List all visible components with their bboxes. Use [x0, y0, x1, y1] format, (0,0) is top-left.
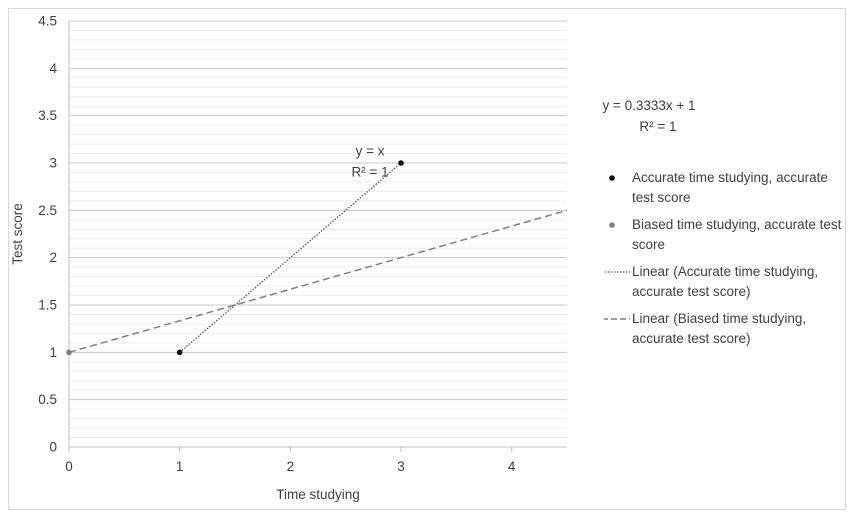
legend-item-biased-trendline: Linear (Biased time studying, accurate t…: [604, 309, 844, 349]
x-tick-labels: 0 1 2 3 4: [65, 447, 516, 474]
data-point: [66, 349, 72, 356]
trendline-equation-biased: y = 0.3333x + 1 R² = 1: [602, 98, 695, 134]
trendline: [68, 209, 568, 354]
y-tick-label: 0: [49, 440, 57, 455]
equation-text: y = 0.3333x + 1: [602, 98, 695, 113]
dotted-line-icon: [604, 271, 630, 273]
trendline: [179, 162, 402, 353]
legend-item-accurate-points: Accurate time studying, accurate test sc…: [604, 168, 844, 208]
r-squared-text: R² = 1: [351, 164, 388, 179]
y-tick-label: 2: [49, 250, 57, 265]
x-tick-label: 4: [508, 459, 516, 474]
y-tick-label: 1: [49, 345, 57, 360]
data-points: [66, 160, 404, 356]
dashed-line-icon: [604, 318, 630, 320]
legend-label: Linear (Accurate time studying, accurate…: [632, 264, 819, 299]
x-tick-label: 1: [176, 459, 184, 474]
legend-label: Biased time studying, accurate test scor…: [632, 217, 842, 252]
x-tick-label: 3: [397, 459, 405, 474]
data-point: [176, 349, 183, 356]
data-point: [398, 160, 404, 166]
y-tick-label: 2.5: [38, 203, 57, 218]
legend-item-accurate-trendline: Linear (Accurate time studying, accurate…: [604, 262, 844, 302]
y-tick-label: 3: [49, 156, 57, 171]
black-dot-icon: [609, 175, 615, 181]
y-axis-title: Test score: [10, 203, 25, 265]
x-tick-label: 0: [65, 459, 73, 474]
major-gridlines: [69, 20, 567, 401]
legend-item-biased-points: Biased time studying, accurate test scor…: [604, 215, 844, 255]
legend-label: Linear (Biased time studying, accurate t…: [632, 311, 807, 346]
trendlines: [68, 162, 568, 354]
x-tick-label: 2: [287, 459, 295, 474]
y-tick-label: 1.5: [38, 298, 57, 313]
y-tick-label: 3.5: [38, 108, 57, 123]
y-tick-label: 4.5: [38, 14, 57, 29]
trendline-equation-accurate: y = x R² = 1: [351, 143, 388, 179]
equation-text: y = x: [356, 143, 385, 158]
x-axis-title: Time studying: [276, 487, 360, 502]
legend-label: Accurate time studying, accurate test sc…: [632, 170, 828, 205]
gray-dot-icon: [609, 222, 615, 228]
r-squared-text: R² = 1: [639, 119, 676, 134]
chart-area: [8, 8, 846, 510]
y-tick-label: 0.5: [38, 392, 57, 407]
minor-gridlines: [69, 29, 567, 439]
y-tick-label: 4: [49, 61, 57, 76]
y-tick-labels: 0 0.5 1 1.5 2 2.5 3 3.5 4 4.5: [38, 14, 57, 455]
legend: Accurate time studying, accurate test sc…: [604, 168, 844, 356]
